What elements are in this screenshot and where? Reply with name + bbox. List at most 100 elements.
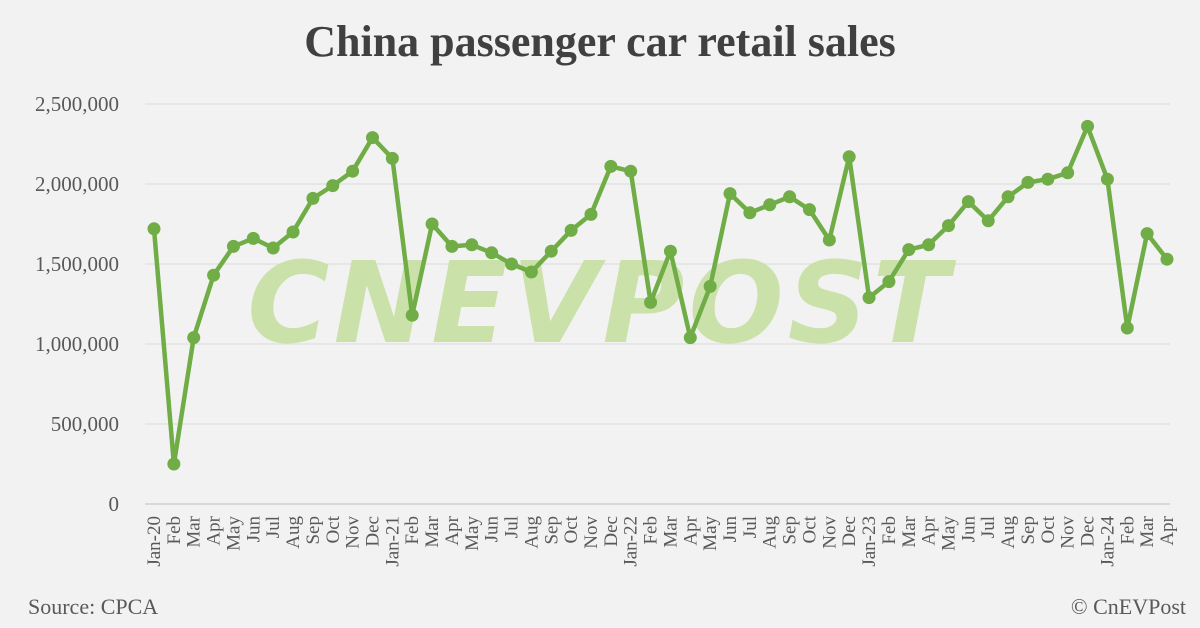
data-point [703, 279, 717, 293]
x-tick-label: Jan-22 [621, 516, 642, 567]
data-point [882, 275, 896, 289]
x-tick-label: Apr [204, 515, 225, 545]
x-tick-label: Sep [303, 516, 324, 545]
x-tick-label: Oct [1038, 515, 1059, 543]
x-tick-label: Sep [780, 516, 801, 545]
data-point [246, 231, 260, 245]
data-point [683, 331, 697, 345]
x-tick-label: Apr [442, 515, 463, 545]
y-tick-label: 1,000,000 [35, 332, 119, 356]
x-tick-label: Nov [819, 516, 840, 549]
series-line [151, 124, 1169, 467]
data-point [544, 244, 558, 258]
data-point [365, 131, 379, 145]
x-tick-label: Dec [601, 516, 622, 547]
x-tick-label: Aug [521, 516, 542, 549]
y-tick-label: 500,000 [51, 412, 119, 436]
x-tick-label: Sep [541, 516, 562, 545]
data-point [445, 239, 459, 253]
x-tick-label: Feb [641, 516, 662, 545]
y-tick-label: 0 [109, 492, 120, 516]
x-tick-label: Jun [243, 516, 264, 543]
x-tick-label: Nov [343, 516, 364, 549]
gridlines [145, 103, 1170, 505]
chart-title: China passenger car retail sales [304, 17, 896, 66]
series-points [147, 119, 1174, 471]
x-tick-label: May [223, 516, 244, 551]
x-tick-label: Mar [422, 515, 443, 547]
data-point [465, 238, 479, 252]
x-tick-label: Jul [502, 516, 523, 538]
data-point [1081, 119, 1095, 133]
data-point [485, 246, 499, 260]
data-point [743, 206, 757, 220]
x-tick-label: Oct [561, 515, 582, 543]
data-point [1001, 190, 1015, 204]
data-point [644, 295, 658, 309]
x-tick-label: Jul [740, 516, 761, 538]
data-point [167, 457, 181, 471]
data-point [1061, 166, 1075, 180]
data-point [226, 239, 240, 253]
data-point [802, 203, 816, 217]
data-point [405, 308, 419, 322]
x-tick-label: Jan-20 [144, 516, 165, 567]
data-point [842, 150, 856, 164]
data-point [385, 151, 399, 165]
x-tick-label: Mar [1137, 515, 1158, 547]
x-tick-label: May [462, 516, 483, 551]
data-point [584, 207, 598, 221]
x-tick-label: Feb [402, 516, 423, 545]
x-tick-label: Sep [1018, 516, 1039, 545]
x-tick-label: Jul [978, 516, 999, 538]
data-point [961, 195, 975, 209]
data-point [783, 190, 797, 204]
data-point [942, 219, 956, 233]
data-point [1100, 172, 1114, 186]
x-tick-label: Feb [879, 516, 900, 545]
x-tick-label: Dec [1078, 516, 1099, 547]
data-point [1140, 227, 1154, 241]
x-tick-label: May [939, 516, 960, 551]
data-point [505, 257, 519, 271]
data-point [564, 223, 578, 237]
cnevpost-watermark: CNEVPOST [247, 239, 956, 369]
data-point [902, 243, 916, 257]
y-tick-label: 2,000,000 [35, 172, 119, 196]
data-point [1160, 252, 1174, 266]
x-tick-label: Aug [760, 516, 781, 549]
data-point [425, 217, 439, 231]
x-tick-label: Jun [482, 516, 503, 543]
data-point [187, 331, 201, 345]
data-point [207, 268, 221, 282]
data-point [346, 164, 360, 178]
source-note: Source: CPCA [28, 594, 158, 619]
data-point [1041, 172, 1055, 186]
data-point [286, 225, 300, 239]
data-point [266, 241, 280, 255]
data-point [862, 291, 876, 305]
x-tick-label: Jun [958, 516, 979, 543]
data-point [822, 233, 836, 247]
data-point [306, 191, 320, 205]
y-axis-ticks: 0 500,000 1,000,000 1,500,000 2,000,000 2,500… [35, 92, 119, 516]
x-tick-label: Dec [839, 516, 860, 547]
x-tick-label: Mar [899, 515, 920, 547]
data-point [981, 214, 995, 228]
x-tick-label: Apr [680, 515, 701, 545]
x-tick-label: Feb [164, 516, 185, 545]
y-tick-label: 1,500,000 [35, 252, 119, 276]
copyright-note: © CnEVPost [1071, 594, 1186, 619]
data-point [624, 164, 638, 178]
x-tick-label: Mar [184, 515, 205, 547]
data-point [763, 198, 777, 212]
x-tick-label: Feb [1117, 516, 1138, 545]
data-point [147, 222, 161, 236]
x-tick-label: Nov [581, 516, 602, 549]
x-tick-label: Nov [1058, 516, 1079, 549]
x-tick-label: May [700, 516, 721, 551]
x-tick-label: Dec [362, 516, 383, 547]
x-tick-label: Jul [263, 516, 284, 538]
x-axis-ticks: Jan-20FebMarAprMayJunJulAugSepOctNovDecJ… [144, 515, 1178, 566]
